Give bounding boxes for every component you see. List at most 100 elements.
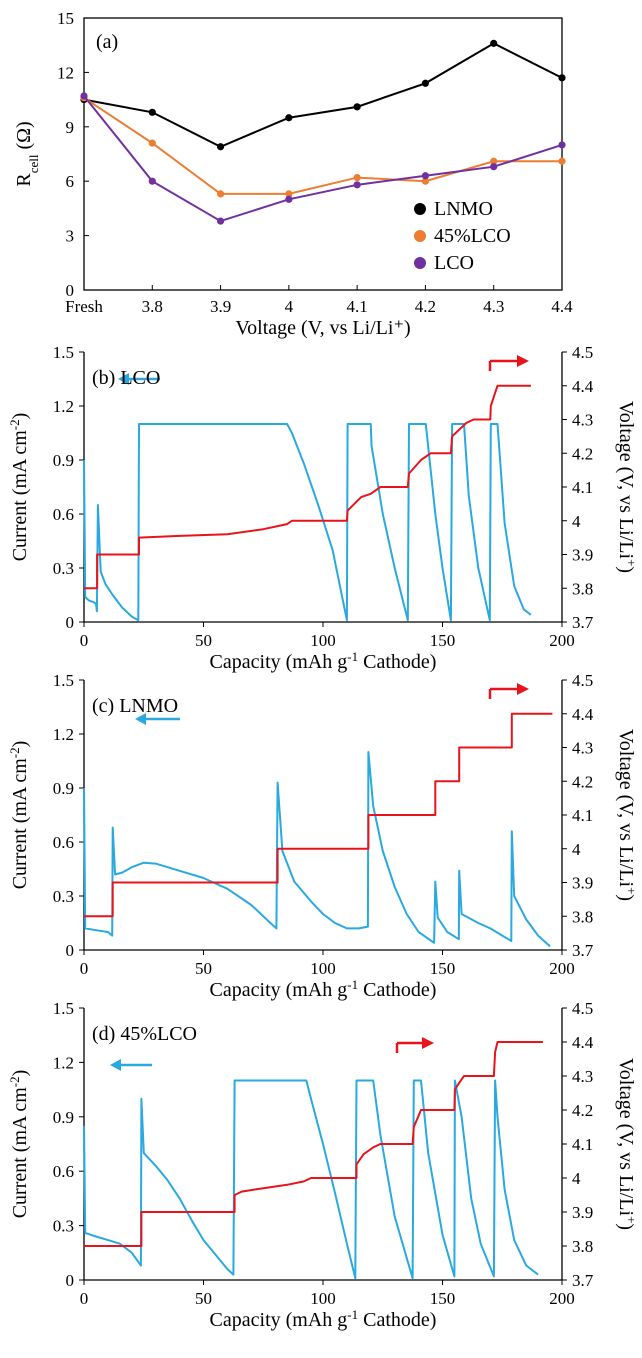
left-tick-label: 1.2 bbox=[53, 725, 74, 744]
left-tick-label: 1.5 bbox=[53, 999, 74, 1018]
right-tick-label: 4.4 bbox=[572, 705, 594, 724]
plot-frame bbox=[83, 17, 563, 291]
y-tick-label: 15 bbox=[57, 9, 74, 28]
right-tick-label: 3.7 bbox=[572, 1271, 594, 1290]
right-tick-label: 3.8 bbox=[572, 1237, 593, 1256]
data-point bbox=[353, 173, 361, 182]
right-tick-label: 4 bbox=[572, 1169, 581, 1188]
x-tick-label: 4.4 bbox=[551, 297, 573, 316]
panel-a: 0 3 6 9 12 15 Fresh 3.8 3.9 4 4.1 4.2 4.3 4.4 LNMO 45%L… bbox=[13, 9, 573, 339]
left-tick-label: 1.5 bbox=[53, 671, 74, 690]
legend-label: LCO bbox=[434, 252, 474, 274]
data-point bbox=[216, 143, 225, 151]
left-tick-label: 0.9 bbox=[53, 1108, 74, 1127]
legend-label: LNMO bbox=[434, 198, 493, 220]
x-tick-label: 200 bbox=[549, 1289, 575, 1308]
data-point bbox=[353, 103, 361, 111]
right-tick-label: 4.3 bbox=[572, 411, 593, 430]
right-tick-label: 4.2 bbox=[572, 1101, 593, 1120]
legend-label: 45%LCO bbox=[434, 225, 511, 247]
x-tick-label: 100 bbox=[310, 959, 336, 978]
left-axis-label: Current (mA cm-2) bbox=[7, 1070, 32, 1219]
right-tick-label: 4 bbox=[572, 840, 581, 859]
right-tick-label: 4.1 bbox=[572, 478, 593, 497]
panel-label: (c) LNMO bbox=[92, 695, 178, 717]
right-tick-label: 4.4 bbox=[572, 377, 594, 396]
left-axis-label: Current (mA cm-2) bbox=[7, 413, 32, 562]
panel-label: (d) 45%LCO bbox=[92, 1023, 197, 1045]
right-tick-label: 4.3 bbox=[572, 739, 593, 758]
data-point bbox=[558, 74, 566, 82]
x-tick-label: 4.1 bbox=[347, 297, 368, 316]
x-tick-label: 3.9 bbox=[210, 297, 231, 316]
x-tick-label: 50 bbox=[195, 1289, 212, 1308]
data-point bbox=[80, 92, 88, 100]
left-tick-label: 1.5 bbox=[53, 343, 74, 362]
right-tick-label: 4.5 bbox=[572, 999, 593, 1018]
left-tick-label: 0.9 bbox=[53, 451, 74, 470]
right-axis-label: Voltage (V, vs Li/Li+) bbox=[615, 401, 640, 573]
current-arrow-head bbox=[135, 713, 146, 725]
data-point bbox=[216, 190, 225, 198]
right-tick-label: 3.9 bbox=[572, 546, 593, 565]
right-tick-label: 4.3 bbox=[572, 1067, 593, 1086]
data-point bbox=[558, 141, 566, 149]
right-axis-label: Voltage (V, vs Li/Li+) bbox=[615, 729, 640, 901]
series-line-current bbox=[83, 751, 551, 948]
x-tick-label: 4.2 bbox=[415, 297, 436, 316]
left-tick-label: 0.6 bbox=[53, 833, 74, 852]
data-point bbox=[558, 157, 566, 165]
panel-label: (a) bbox=[96, 31, 118, 53]
right-tick-label: 3.9 bbox=[572, 1203, 593, 1222]
series-line-current bbox=[83, 423, 532, 622]
right-tick-label: 4 bbox=[572, 512, 581, 531]
series-line-voltage bbox=[84, 1041, 543, 1247]
left-tick-label: 0.9 bbox=[53, 779, 74, 798]
current-arrow-head bbox=[110, 1059, 121, 1071]
right-tick-label: 4.4 bbox=[572, 1033, 594, 1052]
data-point bbox=[148, 139, 156, 147]
x-axis-label: Capacity (mAh g-1 Cathode) bbox=[210, 1307, 437, 1332]
left-tick-label: 0.3 bbox=[53, 1217, 74, 1236]
x-tick-label: 150 bbox=[430, 631, 456, 650]
x-tick-label: 100 bbox=[310, 1289, 336, 1308]
data-point bbox=[285, 195, 293, 203]
data-point bbox=[148, 108, 156, 116]
right-tick-label: 4.1 bbox=[572, 1135, 593, 1154]
x-tick-label: 0 bbox=[80, 959, 89, 978]
x-tick-label: 200 bbox=[549, 959, 575, 978]
data-point bbox=[490, 163, 498, 171]
right-tick-label: 4.5 bbox=[572, 343, 593, 362]
legend-marker bbox=[414, 257, 426, 269]
left-axis-label: Current (mA cm-2) bbox=[7, 741, 32, 890]
y-tick-label: 3 bbox=[66, 227, 75, 246]
x-axis-label: Voltage (V, vs Li/Li⁺) bbox=[235, 317, 410, 339]
left-tick-label: 0 bbox=[66, 613, 75, 632]
series-line-LCO bbox=[83, 95, 563, 223]
x-axis-label: Capacity (mAh g-1 Cathode) bbox=[210, 649, 437, 674]
right-tick-label: 3.8 bbox=[572, 579, 593, 598]
data-point bbox=[421, 177, 430, 185]
voltage-arrow-head bbox=[422, 1037, 434, 1049]
data-point bbox=[216, 217, 225, 225]
right-tick-label: 3.7 bbox=[572, 941, 594, 960]
series-line-voltage bbox=[84, 712, 553, 918]
left-tick-label: 0.6 bbox=[53, 505, 74, 524]
series-line-voltage bbox=[84, 384, 531, 590]
x-tick-label: 200 bbox=[549, 631, 575, 650]
voltage-arrow-head bbox=[517, 683, 529, 695]
x-tick-label: Fresh bbox=[65, 297, 103, 316]
x-tick-label: 0 bbox=[80, 1289, 89, 1308]
left-tick-label: 0.6 bbox=[53, 1162, 74, 1181]
left-tick-label: 0 bbox=[66, 1271, 75, 1290]
y-axis-label: Rcell (Ω) bbox=[13, 121, 41, 186]
x-axis-label: Capacity (mAh g-1 Cathode) bbox=[210, 977, 437, 1002]
x-tick-label: 150 bbox=[430, 1289, 456, 1308]
y-tick-label: 6 bbox=[66, 172, 75, 191]
right-tick-label: 4.1 bbox=[572, 806, 593, 825]
x-tick-label: 4 bbox=[285, 297, 294, 316]
x-tick-label: 50 bbox=[195, 959, 212, 978]
data-point bbox=[421, 79, 430, 87]
legend-marker bbox=[414, 203, 426, 215]
